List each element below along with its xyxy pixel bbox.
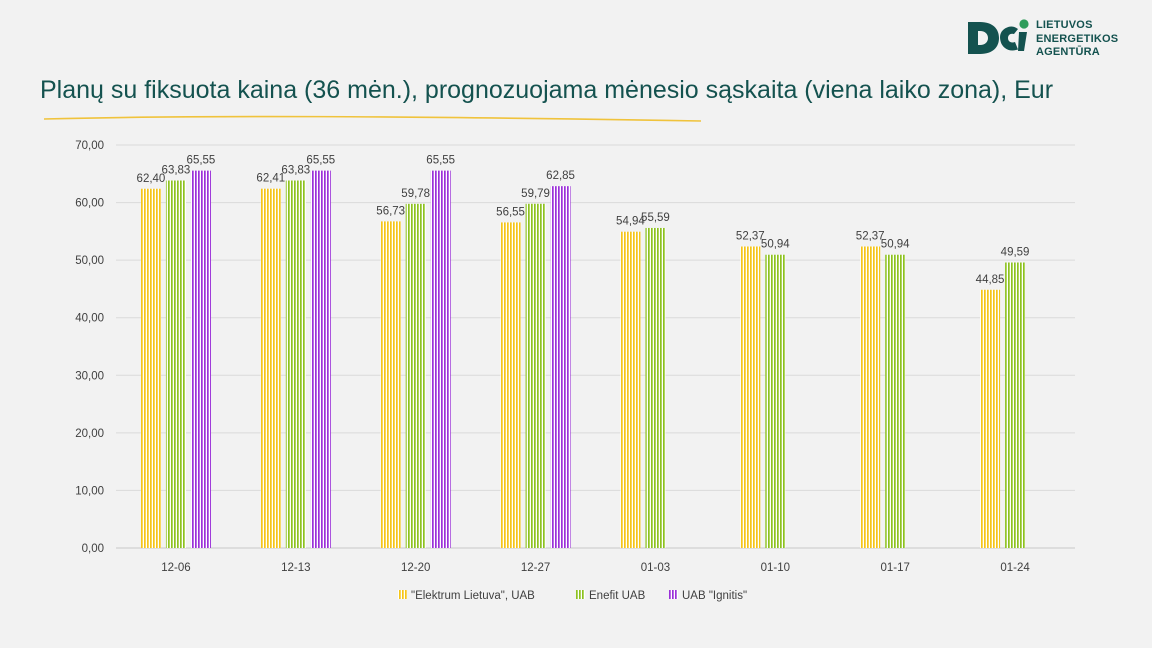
data-label: 63,83 xyxy=(162,165,191,177)
data-label: 59,78 xyxy=(401,188,430,200)
bar xyxy=(765,254,786,548)
data-label: 52,37 xyxy=(736,230,765,242)
x-tick-label: 12-13 xyxy=(281,562,310,574)
data-label: 55,59 xyxy=(641,212,670,224)
bar xyxy=(380,221,401,549)
y-axis: 0,00 10,00 20,00 30,00 40,00 50,00 60,00 70,00 xyxy=(75,140,104,555)
bar xyxy=(740,246,761,549)
y-tick-label: 0,00 xyxy=(82,543,104,555)
chart-legend: "Elektrum Lietuva", UAB Enefit UAB UAB "Ig… xyxy=(398,590,747,602)
data-label: 65,55 xyxy=(426,155,455,167)
bar xyxy=(190,170,211,548)
bar xyxy=(165,180,186,548)
y-tick-label: 30,00 xyxy=(75,370,104,382)
y-tick-label: 10,00 xyxy=(75,485,104,497)
y-tick-label: 50,00 xyxy=(75,255,104,267)
bar xyxy=(525,203,546,548)
legend-label: "Elektrum Lietuva", UAB xyxy=(411,590,535,602)
bar xyxy=(1005,262,1026,548)
bar xyxy=(550,186,571,548)
chart-grid xyxy=(116,144,1075,549)
data-label: 65,55 xyxy=(306,155,335,167)
data-label: 62,85 xyxy=(546,170,575,182)
data-label: 50,94 xyxy=(761,239,790,251)
data-label: 65,55 xyxy=(187,155,216,167)
bar xyxy=(430,170,451,548)
agency-logo-text: LIETUVOS ENERGETIKOS AGENTŪRA xyxy=(1036,19,1118,60)
page-title: Planų su fiksuota kaina (36 mėn.), progn… xyxy=(40,76,1054,104)
agency-logo: LIETUVOS ENERGETIKOS AGENTŪRA xyxy=(966,16,1126,62)
bar xyxy=(405,203,426,548)
data-label: 63,83 xyxy=(281,165,310,177)
y-tick-label: 40,00 xyxy=(75,313,104,325)
chart-bars: 62,4063,8365,5562,4163,8365,5556,7359,78… xyxy=(137,155,1030,549)
bar xyxy=(620,231,641,548)
x-tick-label: 01-10 xyxy=(761,562,790,574)
bar xyxy=(860,246,881,549)
y-tick-label: 60,00 xyxy=(75,198,104,210)
data-label: 54,94 xyxy=(616,216,645,228)
data-label: 49,59 xyxy=(1001,247,1030,259)
bar xyxy=(310,170,331,548)
x-tick-label: 12-20 xyxy=(401,562,430,574)
legend-label: UAB "Ignitis" xyxy=(682,590,747,602)
legend-swatch xyxy=(669,590,678,599)
legend-swatch xyxy=(398,590,407,599)
data-label: 62,40 xyxy=(137,173,166,185)
bar xyxy=(980,289,1001,548)
data-label: 44,85 xyxy=(976,274,1005,286)
x-tick-label: 12-06 xyxy=(161,562,190,574)
x-tick-label: 01-24 xyxy=(1000,562,1030,574)
logo-text-line-1: LIETUVOS xyxy=(1036,19,1093,31)
logo-text-line-3: AGENTŪRA xyxy=(1036,46,1100,58)
logo-text-line-2: ENERGETIKOS xyxy=(1036,32,1119,45)
legend-label: Enefit UAB xyxy=(589,590,646,602)
y-tick-label: 20,00 xyxy=(75,428,104,440)
title-accent-line xyxy=(43,115,702,122)
bar xyxy=(285,180,306,548)
x-tick-label: 12-27 xyxy=(521,562,550,574)
bar xyxy=(260,188,281,548)
y-tick-label: 70,00 xyxy=(75,140,104,152)
x-tick-label: 01-17 xyxy=(880,562,909,574)
x-tick-label: 01-03 xyxy=(641,562,670,574)
data-label: 56,55 xyxy=(496,206,525,218)
data-label: 56,73 xyxy=(376,205,405,217)
x-axis: 12-06 12-13 12-20 12-27 01-03 01-10 01-17 01-24 xyxy=(161,562,1030,574)
bar xyxy=(885,254,906,548)
data-label: 52,37 xyxy=(856,230,885,242)
bar xyxy=(140,188,161,549)
data-label: 50,94 xyxy=(881,239,910,251)
bar xyxy=(645,227,666,548)
bar xyxy=(500,222,521,548)
data-label: 59,79 xyxy=(521,188,550,200)
agency-logo-mark-icon xyxy=(968,19,1029,54)
legend-swatch xyxy=(576,590,585,599)
data-label: 62,41 xyxy=(256,173,285,185)
